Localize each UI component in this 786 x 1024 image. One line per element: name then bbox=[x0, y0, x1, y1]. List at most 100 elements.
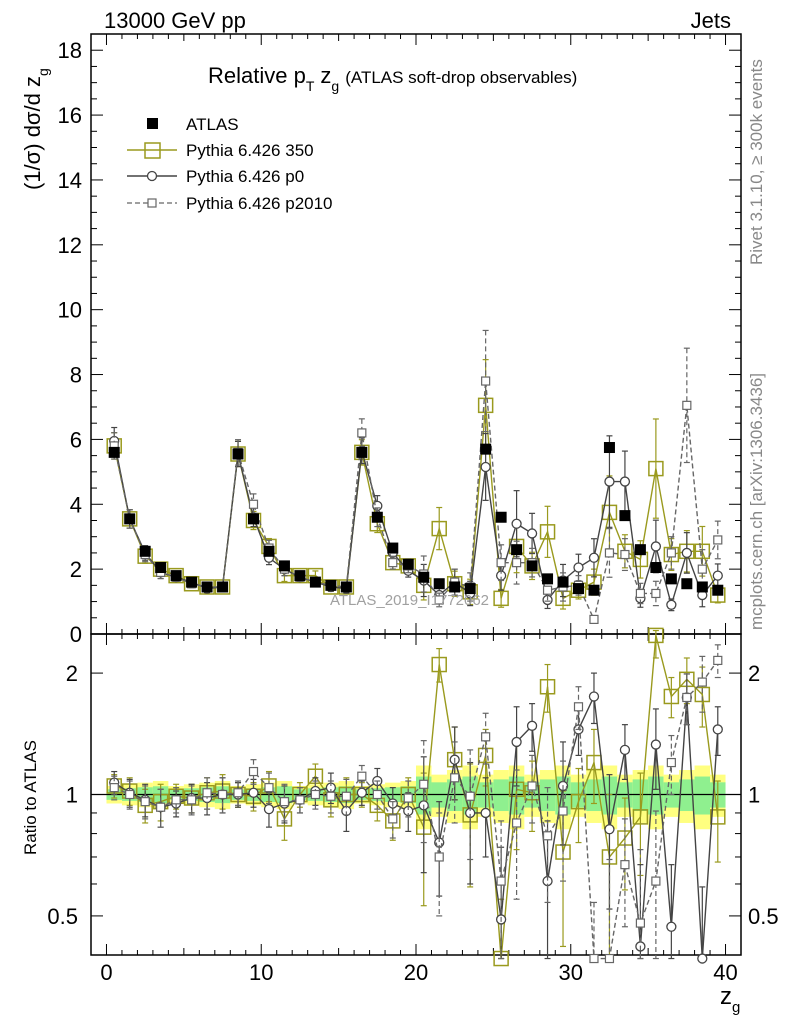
point-p350 bbox=[632, 809, 649, 825]
point-p2010 bbox=[186, 795, 197, 805]
point-p2010 bbox=[511, 818, 522, 828]
header-right: Jets bbox=[691, 8, 731, 33]
x-label-main: z bbox=[720, 983, 732, 1010]
point-p0 bbox=[604, 476, 615, 487]
legend-marker-350 bbox=[144, 142, 161, 159]
point-p2010 bbox=[604, 953, 615, 964]
point-p2010 bbox=[666, 548, 676, 558]
point-p2010 bbox=[589, 614, 599, 625]
point-p350 bbox=[539, 524, 556, 540]
point-atlas bbox=[511, 544, 523, 556]
y-tick-label-top: 14 bbox=[58, 168, 82, 193]
title-paren: (ATLAS soft-drop observables) bbox=[345, 68, 577, 87]
point-atlas bbox=[681, 578, 693, 590]
legend-label-p2010: Pythia 6.426 p2010 bbox=[186, 194, 333, 213]
point-p2010 bbox=[434, 595, 444, 605]
point-atlas bbox=[665, 573, 677, 585]
point-p350 bbox=[292, 567, 308, 584]
point-atlas bbox=[170, 570, 182, 582]
point-atlas bbox=[480, 443, 492, 455]
plot-title: Relative pT zg (ATLAS soft-drop observable… bbox=[208, 63, 577, 94]
y-tick-label-ratio: 1 bbox=[66, 783, 78, 808]
point-p2010 bbox=[713, 535, 723, 545]
point-p2010 bbox=[341, 791, 351, 801]
x-tick-label: 40 bbox=[713, 960, 737, 985]
point-p350 bbox=[493, 590, 509, 607]
legend: ATLAS Pythia 6.426 350 Pythia 6.426 p0 P… bbox=[127, 115, 333, 213]
point-p2010 bbox=[217, 789, 228, 800]
legend-label-atlas: ATLAS bbox=[186, 115, 239, 134]
point-p2010 bbox=[264, 783, 274, 793]
point-p2010 bbox=[558, 806, 568, 816]
point-p0 bbox=[263, 803, 275, 815]
point-atlas bbox=[557, 576, 569, 588]
point-p2010 bbox=[604, 548, 615, 558]
legend-label-350: Pythia 6.426 350 bbox=[186, 141, 314, 160]
y-tick-label-ratio: 2 bbox=[66, 661, 78, 686]
point-atlas bbox=[217, 581, 229, 593]
y-tick-label-top: 8 bbox=[70, 363, 82, 388]
point-p0 bbox=[650, 739, 662, 750]
point-p2010 bbox=[388, 814, 398, 824]
point-atlas bbox=[139, 545, 151, 557]
point-p2010 bbox=[527, 781, 537, 791]
ratio-line-pythia-6.426-p2010 bbox=[113, 660, 719, 960]
point-p0 bbox=[511, 736, 522, 748]
x-axis-label: zg bbox=[720, 983, 740, 1016]
point-p0 bbox=[604, 824, 615, 835]
point-p0 bbox=[526, 720, 538, 731]
point-p2010 bbox=[481, 732, 491, 742]
point-p2010 bbox=[171, 795, 181, 805]
y-axis-label-top: (1/σ) dσ/d zg bbox=[20, 68, 51, 190]
point-atlas bbox=[495, 511, 507, 523]
point-p2010 bbox=[140, 797, 150, 807]
point-p0 bbox=[666, 599, 677, 610]
title-zg: z bbox=[320, 63, 331, 88]
point-p2010 bbox=[156, 802, 166, 812]
y-axis-label-ratio: Ratio to ATLAS bbox=[21, 740, 40, 855]
point-atlas bbox=[124, 513, 136, 525]
series bbox=[106, 329, 726, 967]
y-tick-label-top: 18 bbox=[58, 38, 82, 63]
point-atlas bbox=[232, 448, 244, 460]
band-inner bbox=[694, 776, 711, 815]
point-p2010 bbox=[496, 558, 506, 568]
point-p2010 bbox=[419, 779, 429, 789]
title-sub: T bbox=[306, 78, 315, 94]
x-tick-label: 30 bbox=[559, 960, 583, 985]
point-p0 bbox=[712, 570, 723, 581]
point-p2010 bbox=[295, 795, 305, 805]
x-tick-label: 0 bbox=[100, 960, 112, 985]
header-left: 13000 GeV pp bbox=[104, 8, 246, 33]
point-p350 bbox=[570, 793, 587, 810]
point-p0 bbox=[666, 921, 677, 932]
point-p2010 bbox=[635, 918, 646, 928]
point-p2010 bbox=[713, 655, 723, 666]
y-tick-label-ratio-right: 2 bbox=[748, 661, 760, 686]
legend-label-p0: Pythia 6.426 p0 bbox=[186, 167, 304, 186]
point-p2010 bbox=[496, 876, 506, 886]
point-atlas bbox=[542, 573, 554, 585]
y-tick-label-top: 2 bbox=[70, 557, 82, 582]
point-p2010 bbox=[450, 773, 460, 783]
y-tick-label-ratio: 0.5 bbox=[47, 904, 78, 929]
point-atlas bbox=[155, 562, 167, 574]
point-p350 bbox=[694, 686, 711, 703]
point-atlas bbox=[108, 446, 120, 458]
point-p0 bbox=[480, 807, 491, 819]
point-p2010 bbox=[682, 400, 692, 410]
point-p2010 bbox=[666, 757, 676, 768]
line-pythia-6.426-p0 bbox=[113, 440, 719, 608]
point-p2010 bbox=[620, 549, 630, 560]
point-atlas bbox=[433, 578, 445, 590]
title-main: Relative p bbox=[208, 63, 306, 88]
point-p2010 bbox=[697, 564, 707, 574]
point-p350 bbox=[710, 809, 726, 825]
point-p2010 bbox=[651, 588, 661, 599]
point-p0 bbox=[619, 744, 631, 756]
point-p2010 bbox=[125, 789, 135, 800]
point-p2010 bbox=[589, 953, 599, 964]
point-atlas bbox=[449, 581, 461, 593]
point-atlas bbox=[464, 583, 476, 595]
